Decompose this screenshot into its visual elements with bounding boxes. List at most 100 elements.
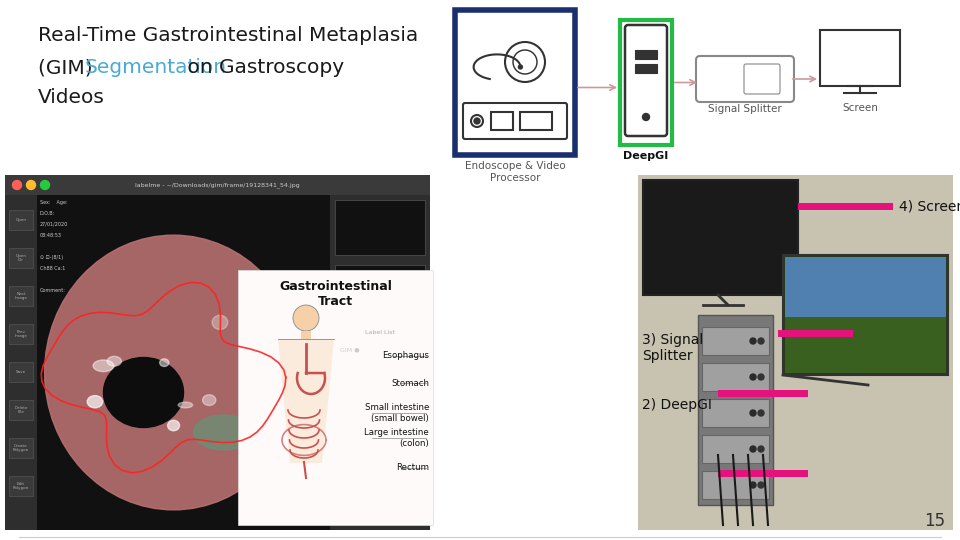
Bar [335,200,425,255]
Bar [455,10,575,155]
Text: Edit
Polygon: Edit Polygon [12,482,29,490]
Circle shape [758,446,764,452]
Bar [9,248,33,268]
Text: 2) DeepGI: 2) DeepGI [642,398,712,412]
Text: 3) Signal
Splitter: 3) Signal Splitter [642,333,704,363]
Bar [638,175,953,530]
Circle shape [27,180,36,190]
Bar [9,438,33,458]
Bar [783,255,948,375]
Bar [820,30,900,86]
Bar [5,175,430,195]
Ellipse shape [104,357,183,428]
Circle shape [293,305,319,331]
Text: Esophagus: Esophagus [382,352,429,361]
Circle shape [474,118,480,124]
Text: Comment:: Comment: [40,288,66,293]
Text: Open
Dir: Open Dir [15,254,27,262]
Bar [718,470,808,477]
Bar [620,20,672,145]
Bar [643,180,798,295]
Bar [491,112,513,130]
Circle shape [750,410,756,416]
Circle shape [758,482,764,488]
Text: GIM ●: GIM ● [340,348,360,353]
Bar [9,324,33,344]
Bar [702,399,769,427]
Circle shape [758,338,764,344]
Bar [9,476,33,496]
Ellipse shape [159,359,169,367]
Ellipse shape [108,356,121,366]
Ellipse shape [194,415,253,450]
Text: Segmentation: Segmentation [85,58,228,77]
Bar [638,175,953,530]
Text: Gastrointestinal
Tract: Gastrointestinal Tract [279,280,392,308]
Text: D.O.B:: D.O.B: [40,211,56,216]
Text: Videos: Videos [38,88,105,107]
Text: ⊙ ⊡-(8/1): ⊙ ⊡-(8/1) [40,255,63,260]
Bar [698,315,773,505]
Text: Endoscope & Video
Processor: Endoscope & Video Processor [465,161,565,183]
Text: 08:48:53: 08:48:53 [40,233,62,238]
Text: Signal Splitter: Signal Splitter [708,104,781,114]
FancyBboxPatch shape [463,103,567,139]
Circle shape [471,115,483,127]
Text: Sex:    Age:: Sex: Age: [40,200,67,205]
Bar [330,195,430,530]
Bar [238,270,433,525]
Text: 15: 15 [924,512,945,530]
Text: (GIM): (GIM) [38,58,99,77]
Polygon shape [278,339,334,463]
Text: Real-Time Gastrointestinal Metaplasia: Real-Time Gastrointestinal Metaplasia [38,26,419,45]
Bar [702,363,769,391]
Bar [635,64,657,73]
Circle shape [518,65,522,69]
Bar [798,203,893,210]
Text: Save: Save [16,370,26,374]
Bar [718,390,808,397]
Text: Label List: Label List [365,330,395,335]
Bar [301,331,311,339]
Text: Rectum: Rectum [396,463,429,472]
Text: labelme - ~/Downloads/gim/frame/19128341_54.jpg: labelme - ~/Downloads/gim/frame/19128341… [135,182,300,188]
Text: Screen: Screen [842,103,878,113]
Text: 27/01/2020: 27/01/2020 [40,222,68,227]
Ellipse shape [212,315,228,329]
Bar [335,265,425,320]
Circle shape [750,374,756,380]
Bar [9,210,33,230]
Bar [5,175,430,530]
Text: 4) Screen: 4) Screen [899,200,960,214]
Ellipse shape [87,396,103,408]
Text: Open: Open [15,218,27,222]
Ellipse shape [179,402,193,408]
Circle shape [513,50,537,74]
Circle shape [758,374,764,380]
Bar [9,400,33,420]
Circle shape [505,42,545,82]
Text: Create
Polygon: Create Polygon [12,444,29,453]
FancyBboxPatch shape [744,64,780,94]
Bar [37,195,330,530]
Text: Large intestine
(colon): Large intestine (colon) [364,428,429,448]
Bar [520,112,552,130]
Text: Delete
File: Delete File [14,406,28,414]
Circle shape [12,180,21,190]
Text: DeepGI: DeepGI [623,151,668,161]
Bar [702,327,769,355]
Bar [702,435,769,463]
Bar [335,340,425,360]
Circle shape [750,446,756,452]
Text: Stomach: Stomach [391,379,429,388]
Ellipse shape [203,395,216,406]
FancyBboxPatch shape [696,56,794,102]
Circle shape [750,338,756,344]
Text: on Gastroscopy: on Gastroscopy [181,58,344,77]
FancyBboxPatch shape [625,25,667,136]
Bar [638,175,953,530]
Text: Small intestine
(small bowel): Small intestine (small bowel) [365,403,429,423]
Text: Next
Image: Next Image [14,292,28,300]
Bar [778,330,853,337]
Circle shape [40,180,50,190]
